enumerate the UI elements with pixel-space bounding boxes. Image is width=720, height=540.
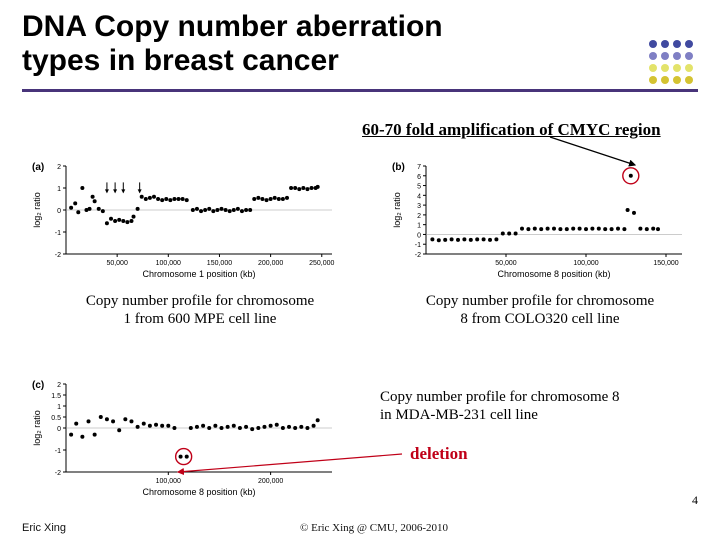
svg-text:-1: -1 bbox=[55, 230, 61, 237]
svg-text:100,000: 100,000 bbox=[156, 260, 181, 267]
footer-copyright: © Eric Xing @ CMU, 2006-2010 bbox=[300, 522, 448, 534]
svg-text:200,000: 200,000 bbox=[258, 260, 283, 267]
svg-text:150,000: 150,000 bbox=[207, 260, 232, 267]
svg-text:5: 5 bbox=[417, 184, 421, 191]
slide-title: DNA Copy number aberration types in brea… bbox=[0, 0, 720, 85]
title-underline bbox=[22, 89, 698, 92]
svg-text:0: 0 bbox=[417, 232, 421, 239]
corner-dot-grid-icon bbox=[649, 40, 694, 85]
svg-text:1: 1 bbox=[57, 186, 61, 193]
caption-c: Copy number profile for chromosome 8in M… bbox=[380, 388, 690, 425]
svg-text:-2: -2 bbox=[55, 252, 61, 259]
svg-text:0.5: 0.5 bbox=[51, 415, 61, 422]
svg-text:(b): (b) bbox=[392, 162, 405, 173]
svg-text:200,000: 200,000 bbox=[258, 478, 283, 485]
svg-text:7: 7 bbox=[417, 164, 421, 171]
svg-text:(a): (a) bbox=[32, 162, 44, 173]
svg-text:6: 6 bbox=[417, 174, 421, 181]
svg-text:100,000: 100,000 bbox=[156, 478, 181, 485]
svg-text:-2: -2 bbox=[415, 252, 421, 259]
svg-text:log₂ ratio: log₂ ratio bbox=[392, 192, 402, 228]
svg-text:Chromosome 8 position (kb): Chromosome 8 position (kb) bbox=[142, 487, 255, 497]
page-number: 4 bbox=[692, 493, 698, 508]
svg-text:(c): (c) bbox=[32, 380, 44, 391]
svg-text:1: 1 bbox=[417, 223, 421, 230]
chart-c: (c) -2 -1 0 0.5 1 1.5 2 100,000 200,000Chromosome… bbox=[30, 378, 340, 498]
svg-text:Chromosome 8 position (kb): Chromosome 8 position (kb) bbox=[497, 269, 610, 279]
chart-a: (a)-2-101250,000100,000150,000200,000250… bbox=[30, 160, 340, 280]
svg-text:3: 3 bbox=[417, 203, 421, 210]
svg-text:4: 4 bbox=[417, 193, 421, 200]
svg-text:50,000: 50,000 bbox=[495, 260, 517, 267]
svg-text:2: 2 bbox=[57, 382, 61, 389]
svg-text:1.5: 1.5 bbox=[51, 393, 61, 400]
svg-text:100,000: 100,000 bbox=[573, 260, 598, 267]
svg-text:2: 2 bbox=[417, 213, 421, 220]
svg-text:0: 0 bbox=[57, 426, 61, 433]
svg-text:50,000: 50,000 bbox=[106, 260, 128, 267]
svg-text:-1: -1 bbox=[415, 242, 421, 249]
svg-text:-2: -2 bbox=[55, 470, 61, 477]
deletion-label: deletion bbox=[410, 444, 468, 464]
svg-text:log₂ ratio: log₂ ratio bbox=[32, 192, 42, 228]
title-line1: DNA Copy number aberration bbox=[22, 10, 443, 43]
chart-b: (b) -2 -1 0 1 2 3 4 5 6 7 50,000 100,000 150,000 Chrom… bbox=[390, 160, 690, 280]
svg-text:Chromosome 1 position (kb): Chromosome 1 position (kb) bbox=[142, 269, 255, 279]
deletion-arrow bbox=[170, 448, 410, 478]
svg-text:0: 0 bbox=[57, 208, 61, 215]
caption-a: Copy number profile for chromosome1 from… bbox=[60, 292, 340, 329]
footer-author: Eric Xing bbox=[22, 522, 66, 534]
svg-text:150,000: 150,000 bbox=[653, 260, 678, 267]
svg-text:log₂ ratio: log₂ ratio bbox=[32, 410, 42, 446]
caption-b: Copy number profile for chromosome8 from… bbox=[400, 292, 680, 329]
svg-text:-1: -1 bbox=[55, 448, 61, 455]
svg-text:1: 1 bbox=[57, 404, 61, 411]
svg-text:2: 2 bbox=[57, 164, 61, 171]
title-line2: types in breast cancer bbox=[22, 44, 720, 78]
svg-text:250,000: 250,000 bbox=[309, 260, 334, 267]
